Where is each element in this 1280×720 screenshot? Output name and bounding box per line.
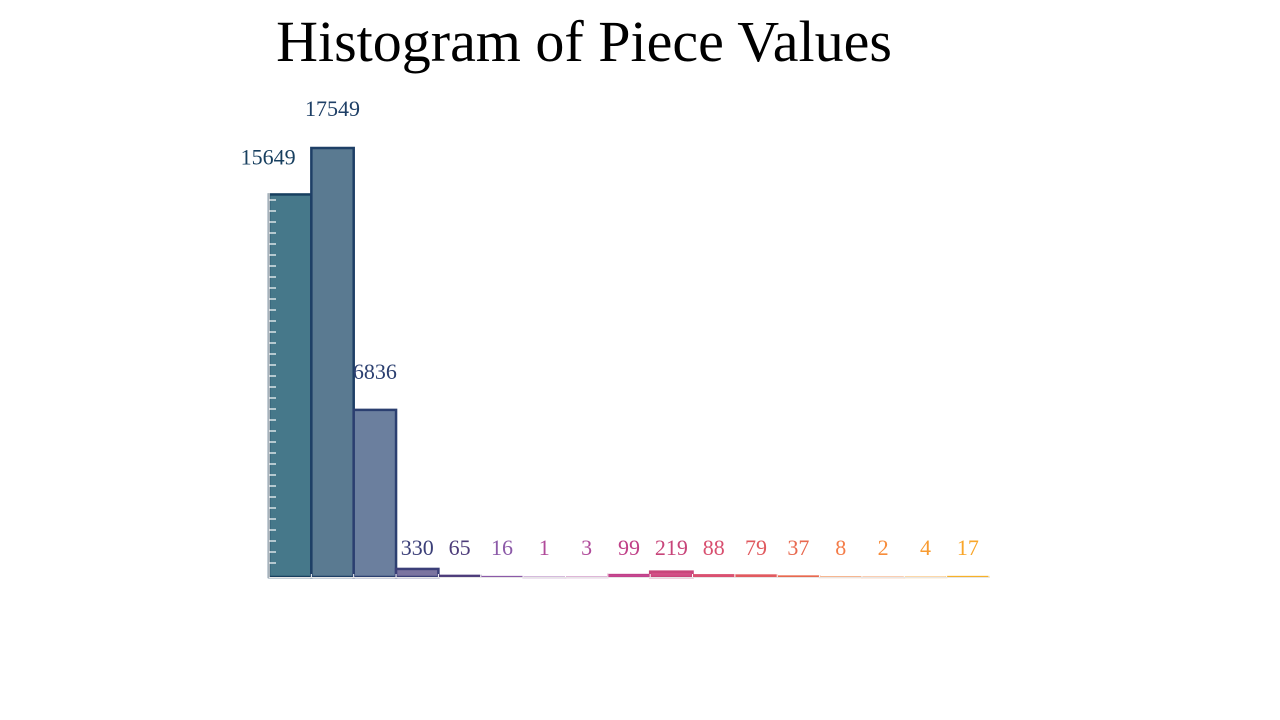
bar-value-label: 65 [449,535,471,560]
bar-value-label: 6836 [353,359,397,384]
histogram-bar [394,567,440,579]
bar-value-label: 3 [581,535,592,560]
y-axis [268,193,989,578]
bar-value-label: 16 [491,535,513,560]
bar-value-label: 17 [957,535,979,560]
bar-value-label: 8 [835,535,846,560]
histogram-bar [691,574,736,578]
data-labels-layer: 15649 17549 6836 330 65 16 1 3 99 219 88 79 37 8 2 4 17 [241,96,979,560]
histogram-bar [734,574,778,578]
bar-value-label: 15649 [241,144,296,169]
histogram-bar [310,146,355,579]
histogram-bar [607,573,651,578]
bar-value-label: 219 [655,535,688,560]
bar-value-label: 88 [703,535,725,560]
histogram-bar [437,574,482,578]
bar-value-label: 17549 [305,96,360,121]
bar-value-label: 330 [401,535,434,560]
histogram-bar [648,570,694,579]
bar-value-label: 37 [787,535,809,560]
histogram-bar [776,575,821,578]
histogram-bar [267,193,313,579]
bar-value-label: 4 [920,535,931,560]
chart-title: Histogram of Piece Values [276,9,892,74]
histogram-bar [352,408,398,579]
bar-value-label: 79 [745,535,767,560]
bar-value-label: 2 [878,535,889,560]
bar-value-label: 99 [618,535,640,560]
bar-value-label: 1 [539,535,550,560]
